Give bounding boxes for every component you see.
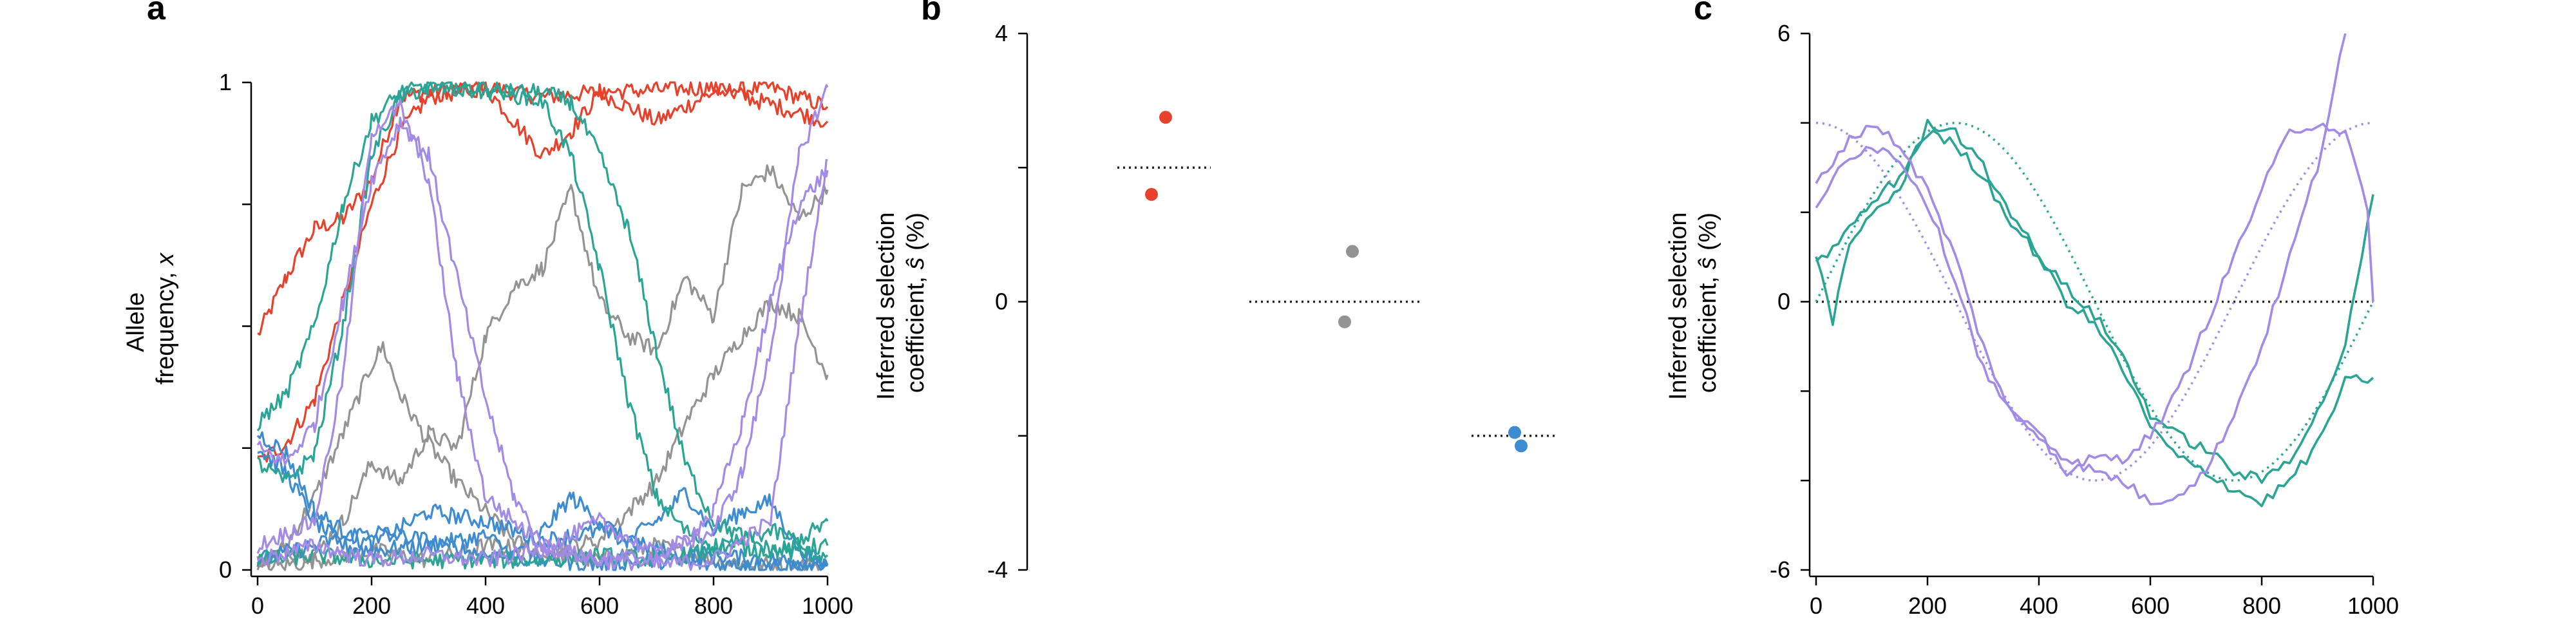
panel-a-series-line xyxy=(256,81,829,559)
panel-a-series-line xyxy=(256,164,829,567)
panel-c-x-tick-label: 200 xyxy=(1908,592,1947,619)
panel-b-point xyxy=(1159,111,1172,124)
panel-c-series-line xyxy=(1815,118,2374,507)
panel-b-ylabel: Inferred selection coefficient, ŝ (%) xyxy=(873,205,929,400)
panel-a-letter: a xyxy=(147,0,166,27)
panel-a-x-tick-label: 0 xyxy=(251,592,264,619)
panel-a-x-tick-label: 400 xyxy=(466,592,505,619)
panel-a-series-line xyxy=(256,169,829,567)
panel-c-x-tick-label: 0 xyxy=(1810,592,1823,619)
panel-c-true-curve xyxy=(1815,122,2374,482)
panel-b-chart: Inferred selection coefficient, ŝ (%) -4… xyxy=(873,20,1558,583)
panel-b-ylabel-line2: coefficient, ŝ (%) xyxy=(902,213,929,393)
panel-a-chart: Allele frequency, x 0 200 400 600 800 1000 0 1 xyxy=(122,69,853,619)
panel-b-ylabel-line1: Inferred selection xyxy=(873,213,900,401)
panel-a-series-line xyxy=(256,117,828,571)
panel-a-series-line xyxy=(256,431,828,571)
panel-c-x-tick-label: 400 xyxy=(2020,592,2058,619)
panel-a-series xyxy=(256,81,829,571)
panel-b-y-tick-label: 0 xyxy=(995,289,1008,315)
panel-b-point xyxy=(1338,315,1351,328)
panel-c-ylabel: Inferred selection coefficient, ŝ (%) xyxy=(1665,205,1721,400)
panel-a-series-line xyxy=(256,84,829,567)
panel-b-point xyxy=(1145,187,1158,201)
panel-b-point xyxy=(1515,439,1528,453)
panel-c-y-tick-label: -6 xyxy=(1770,556,1790,583)
panel-a-series-line xyxy=(257,451,828,569)
panel-b-point xyxy=(1508,426,1521,439)
panel-a-ylabel-line1: Allele xyxy=(122,292,149,352)
panel-a-y-tick-label: 0 xyxy=(219,556,232,583)
panel-b-letter: b xyxy=(921,0,942,27)
panel-c-x-tick-label: 1000 xyxy=(2347,592,2399,619)
panel-a-x-tick-label: 600 xyxy=(580,592,619,619)
panel-a-x-tick-label: 800 xyxy=(694,592,733,619)
panel-b-point xyxy=(1346,245,1359,258)
panel-c-y-tick-label: 6 xyxy=(1777,20,1790,46)
panel-a-x-tick-label: 1000 xyxy=(802,592,853,619)
panel-a-x-tick-label: 200 xyxy=(352,592,391,619)
panel-c-series-line xyxy=(1815,122,2374,477)
panel-a-axes: 0 200 400 600 800 1000 0 1 xyxy=(219,69,853,619)
panel-c-axes: 0 200 400 600 800 1000 -6 0 6 xyxy=(1770,20,2399,619)
panel-a-y-tick-label: 1 xyxy=(219,69,232,95)
panel-c-ylabel-line2: coefficient, ŝ (%) xyxy=(1694,213,1721,393)
panel-c-true-curve xyxy=(1815,122,2374,482)
panel-c-letter: c xyxy=(1694,0,1712,27)
panel-a-series-line xyxy=(257,525,829,571)
panel-c-series-line xyxy=(1815,33,2347,506)
panel-c-ylabel-line1: Inferred selection xyxy=(1665,213,1692,401)
panel-a-ylabel-line2: frequency, x xyxy=(152,252,179,384)
panel-b-y-tick-label: -4 xyxy=(987,556,1008,583)
panel-c-x-tick-label: 600 xyxy=(2131,592,2170,619)
panel-a-ylabel: Allele frequency, x xyxy=(122,252,179,384)
panel-b-axes: -4 0 4 xyxy=(987,20,1028,583)
panel-c-y-tick-label: 0 xyxy=(1777,289,1790,315)
panel-c-series xyxy=(1815,33,2374,507)
panel-c-x-tick-label: 800 xyxy=(2242,592,2281,619)
panel-c-series-line xyxy=(1815,129,2374,484)
panel-a-series-line xyxy=(257,81,829,463)
panel-b-y-tick-label: 4 xyxy=(995,20,1008,46)
panel-c-chart: Inferred selection coefficient, ŝ (%) 0 2… xyxy=(1665,20,2399,619)
panel-a-series-line xyxy=(256,81,828,563)
panel-b-marks xyxy=(1117,111,1558,453)
